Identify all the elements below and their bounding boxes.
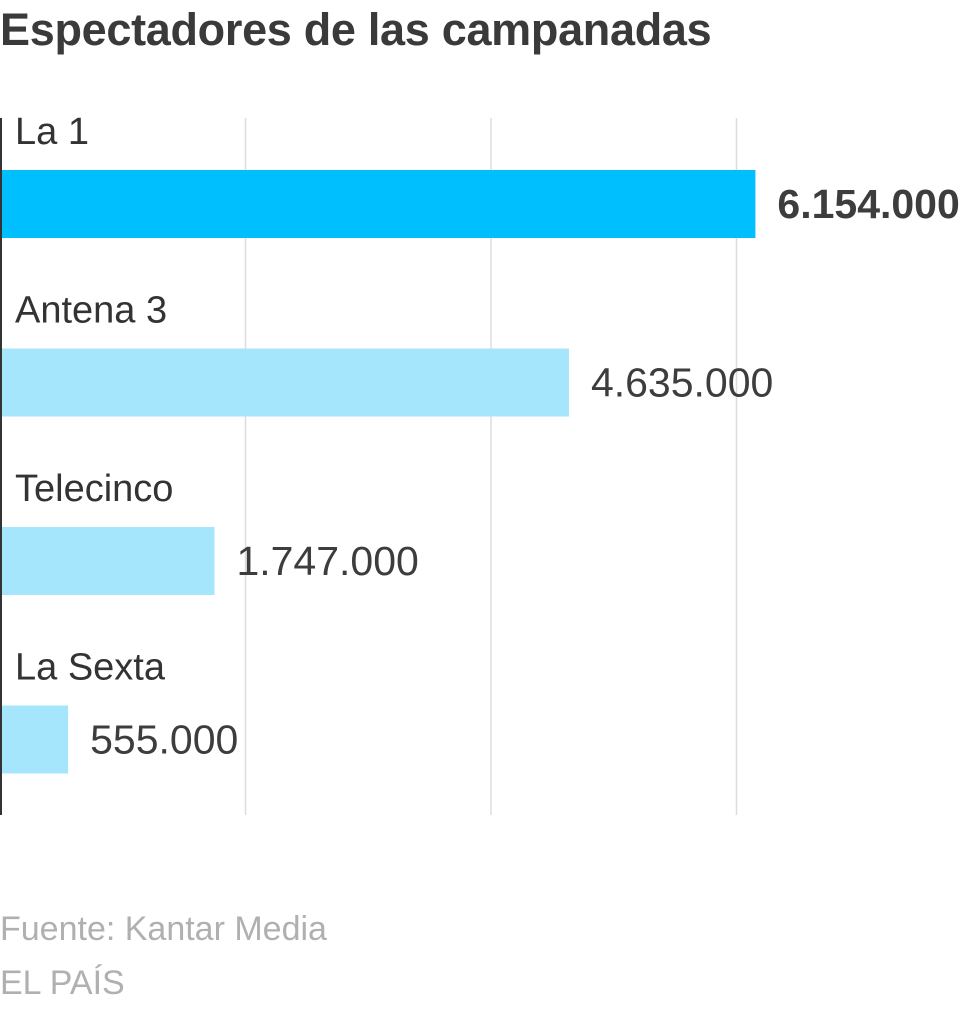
- bar-2: [0, 527, 215, 595]
- bar-3: [0, 705, 69, 774]
- value-label-1: 4.635.000: [591, 360, 773, 406]
- category-label-3: La Sexta: [15, 647, 166, 689]
- bars: [0, 170, 756, 774]
- value-label-0: 6.154.000: [777, 181, 959, 227]
- category-label-2: Telecinco: [15, 468, 173, 510]
- category-label-0: La 1: [15, 111, 89, 153]
- category-label-1: Antena 3: [15, 290, 167, 332]
- chart-title: Espectadores de las campanadas: [0, 4, 712, 55]
- bar-1: [0, 348, 569, 417]
- bar-chart: La 1 Antena 3 Telecinco La Sexta 6.154.000 4…: [0, 111, 960, 815]
- value-labels: 6.154.000 4.635.000 1.747.000 555.000: [90, 181, 960, 763]
- bar-0: [0, 170, 756, 238]
- value-label-3: 555.000: [90, 717, 238, 763]
- category-labels: La 1 Antena 3 Telecinco La Sexta: [15, 111, 173, 689]
- credit-note: EL PAÍS: [0, 964, 125, 1002]
- value-label-2: 1.747.000: [236, 538, 418, 584]
- source-note: Fuente: Kantar Media: [0, 910, 327, 948]
